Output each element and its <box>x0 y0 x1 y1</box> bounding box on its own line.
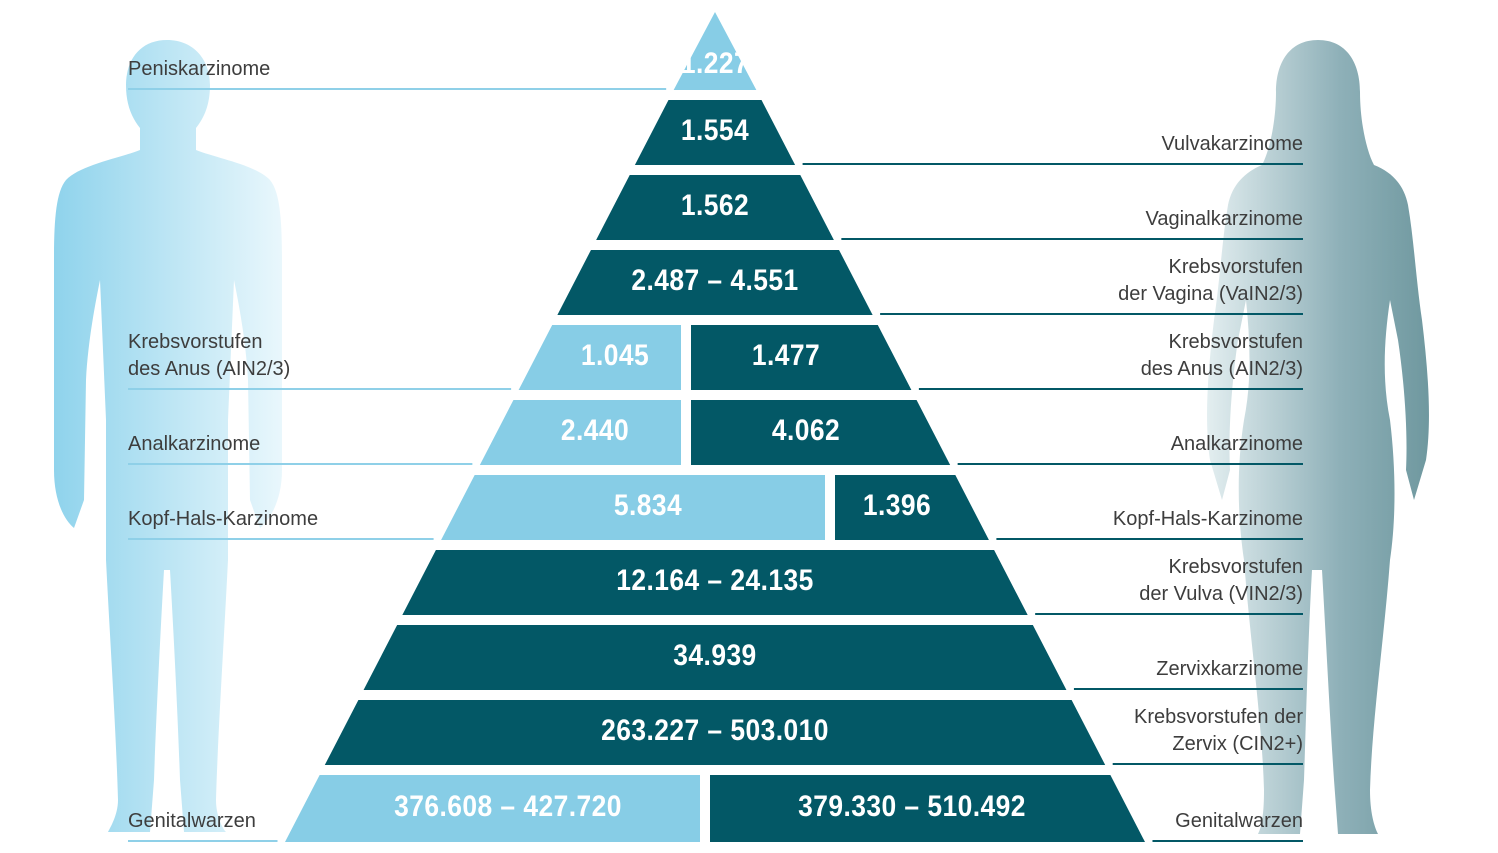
value-female-analkarzinome: 4.062 <box>771 413 840 447</box>
category-label-female-vain: Krebsvorstufen der Vagina (VaIN2/3) <box>1118 254 1303 308</box>
category-label-line: Krebsvorstufen <box>1168 256 1303 278</box>
value-male-kopf-hals: 5.834 <box>613 488 683 522</box>
category-label-female-kopf-hals: Kopf-Hals-Karzinome <box>1113 506 1303 533</box>
category-label-line: Analkarzinome <box>1170 433 1303 455</box>
category-label-line: des Anus (AIN2/3) <box>128 358 291 380</box>
value-male-analkarzinome: 2.440 <box>561 413 630 447</box>
value-female-vain: 2.487 – 4.551 <box>631 263 799 297</box>
pyramid-segment-vin <box>402 550 1028 615</box>
pyramid-segment-male-analkarzinome <box>479 400 681 465</box>
category-label-line: Krebsvorstufen <box>1168 556 1303 578</box>
value-male-genitalwarzen: 376.608 – 427.720 <box>393 789 622 823</box>
category-label-line: der Vagina (VaIN2/3) <box>1118 283 1303 305</box>
value-female-ain: 1.477 <box>752 338 821 372</box>
category-label-male-ain: Krebsvorstufen des Anus (AIN2/3) <box>128 329 290 383</box>
category-label-line: Genitalwarzen <box>128 810 256 832</box>
category-label-line: Zervix (CIN2+) <box>1172 733 1303 755</box>
value-male-peniskarzinome: 1.227 <box>680 47 750 80</box>
category-label-line: Vulvakarzinome <box>1161 133 1303 155</box>
category-label-line: Genitalwarzen <box>1175 810 1303 832</box>
category-label-line: Vaginalkarzinome <box>1145 208 1304 230</box>
category-label-male-peniskarzinome: Peniskarzinome <box>128 56 270 83</box>
category-label-line: Krebsvorstufen der <box>1134 706 1303 728</box>
category-label-line: Peniskarzinome <box>128 58 271 80</box>
pyramid-segment-female-genitalwarzen <box>710 775 1145 842</box>
category-label-line: der Vulva (VIN2/3) <box>1139 583 1303 605</box>
pyramid-segment-male-kopf-hals <box>441 475 825 540</box>
category-label-line: Krebsvorstufen <box>1168 331 1303 353</box>
value-female-kopf-hals: 1.396 <box>862 488 932 522</box>
value-female-vaginalkarzinome: 1.562 <box>680 188 750 222</box>
value-female-cin: 263.227 – 503.010 <box>601 713 829 747</box>
category-label-male-analkarzinome: Analkarzinome <box>128 431 260 458</box>
category-label-female-vin: Krebsvorstufen der Vulva (VIN2/3) <box>1139 554 1303 608</box>
value-male-ain: 1.045 <box>580 338 649 372</box>
pyramid-segment-cin <box>324 700 1106 765</box>
value-female-zervixkarzinome: 34.939 <box>673 638 757 672</box>
value-female-vulvakarzinome: 1.554 <box>680 113 750 147</box>
category-label-female-cin: Krebsvorstufen der Zervix (CIN2+) <box>1134 704 1303 758</box>
category-label-male-kopf-hals: Kopf-Hals-Karzinome <box>128 506 318 533</box>
pyramid-segment-male-genitalwarzen <box>285 775 700 842</box>
value-female-genitalwarzen: 379.330 – 510.492 <box>798 789 1027 823</box>
category-label-female-zervixkarzinome: Zervixkarzinome <box>1156 656 1303 683</box>
category-label-female-genitalwarzen: Genitalwarzen <box>1175 808 1303 835</box>
pyramid-rows <box>285 12 1145 842</box>
pyramid-segment-male-ain <box>518 325 681 390</box>
pyramid-segment-vulvakarzinome <box>634 100 796 165</box>
pyramid-segment-vaginalkarzinome <box>596 175 834 240</box>
pyramid-segment-female-kopf-hals <box>835 475 989 540</box>
category-label-line: des Anus (AIN2/3) <box>1140 358 1303 380</box>
category-label-line: Analkarzinome <box>128 433 261 455</box>
category-label-female-analkarzinome: Analkarzinome <box>1171 431 1303 458</box>
pyramid-segment-female-ain <box>691 325 912 390</box>
category-label-male-genitalwarzen: Genitalwarzen <box>128 808 256 835</box>
pyramid-segment-vain <box>557 250 873 315</box>
pyramid-segment-zervixkarzinome <box>363 625 1067 690</box>
category-label-female-vulvakarzinome: Vulvakarzinome <box>1161 131 1303 158</box>
category-label-female-ain: Krebsvorstufen des Anus (AIN2/3) <box>1141 329 1303 383</box>
pyramid-apex-peniskarzinome <box>673 12 757 90</box>
value-female-vin: 12.164 – 24.135 <box>616 563 814 597</box>
pyramid-segment-female-analkarzinome <box>691 400 951 465</box>
category-label-line: Kopf-Hals-Karzinome <box>128 508 319 530</box>
category-label-line: Krebsvorstufen <box>128 331 263 353</box>
category-label-line: Kopf-Hals-Karzinome <box>1112 508 1303 530</box>
category-label-line: Zervixkarzinome <box>1156 658 1303 680</box>
category-label-female-vaginalkarzinome: Vaginalkarzinome <box>1146 206 1304 233</box>
leader-lines <box>128 88 1303 842</box>
